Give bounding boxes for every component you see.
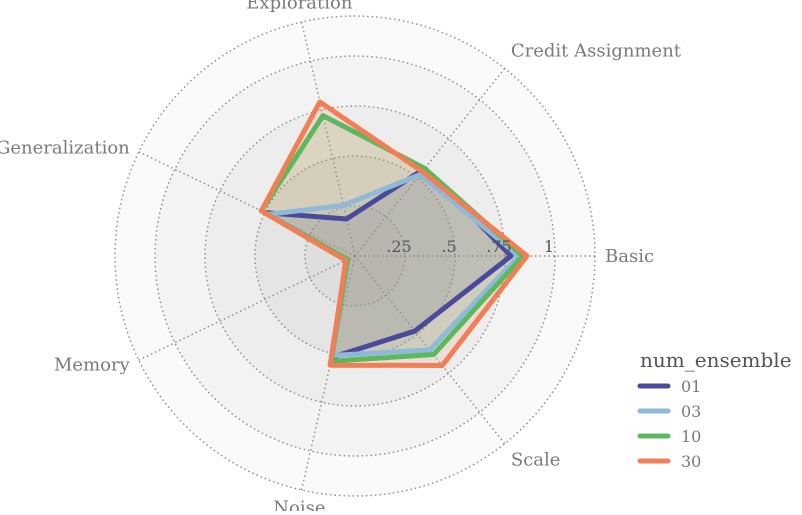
series-30-fill <box>261 101 527 366</box>
legend-label-30: 30 <box>681 452 701 471</box>
axis-label-1: Credit Assignment <box>511 41 682 62</box>
legend-title: num_ensemble <box>640 348 792 372</box>
legend-label-01: 01 <box>681 377 701 396</box>
legend-label-03: 03 <box>681 402 701 421</box>
legend-label-10: 10 <box>681 427 701 446</box>
axis-label-2: Exploration <box>246 0 353 13</box>
grid-circle-3 <box>154 55 556 457</box>
axis-label-3: Generalization <box>0 138 130 159</box>
series-01-fill <box>264 168 511 358</box>
tick-label-2: .75 <box>486 237 511 256</box>
axis-label-5: Noise <box>273 498 325 511</box>
series-30-line <box>258 99 530 368</box>
tick-label-0: .25 <box>386 237 411 256</box>
tick-label-1: .5 <box>441 237 456 256</box>
axis-label-6: Scale <box>511 449 561 470</box>
axis-label-0: Basic <box>605 246 654 267</box>
tick-label-3: 1 <box>544 237 554 256</box>
axis-label-4: Memory <box>54 354 131 375</box>
